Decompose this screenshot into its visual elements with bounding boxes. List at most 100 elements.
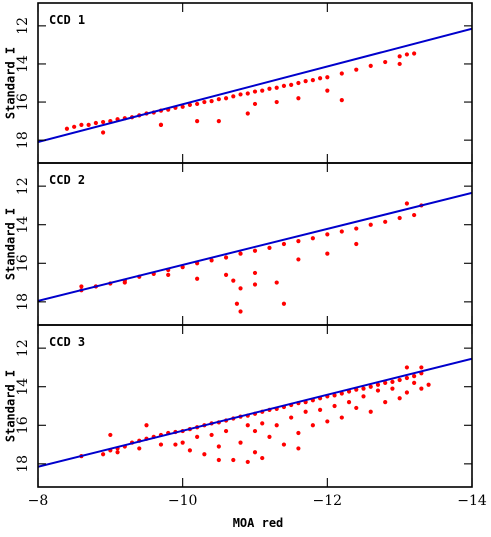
data-point <box>101 452 106 457</box>
y-tick-label: 16 <box>15 254 31 272</box>
data-point <box>274 423 279 428</box>
data-point <box>216 457 221 463</box>
data-point <box>281 442 287 447</box>
data-point <box>267 245 272 250</box>
data-point <box>260 88 265 93</box>
data-point <box>202 99 207 105</box>
data-point <box>296 96 301 101</box>
data-point <box>158 442 164 447</box>
data-point <box>412 51 417 56</box>
data-point <box>303 78 308 84</box>
x-tick-label: −12 <box>313 493 343 509</box>
data-point <box>252 270 258 276</box>
panel-title: CCD 1 <box>49 13 85 27</box>
data-point <box>115 450 120 455</box>
data-point <box>397 61 402 67</box>
data-point <box>245 91 250 96</box>
data-point <box>245 423 250 428</box>
y-tick-label: 18 <box>15 455 31 473</box>
data-point <box>137 446 142 451</box>
data-point <box>245 459 250 465</box>
data-points <box>79 365 431 465</box>
fit-line <box>38 357 472 468</box>
data-point <box>281 301 287 306</box>
data-point <box>368 222 373 227</box>
data-point <box>397 54 402 59</box>
data-point <box>397 215 402 221</box>
data-point <box>231 94 236 99</box>
panel-ccd-3: 12 14 16 18 −8 −10 −12 −14 CCD 3 Standard I <box>4 324 487 509</box>
data-point <box>339 229 344 234</box>
data-point <box>325 251 330 256</box>
panel-ccd-1: 12 14 16 18 CCD 1 Standard I <box>4 2 473 164</box>
y-tick-label: 14 <box>15 378 31 396</box>
data-point <box>397 377 402 383</box>
data-point <box>354 405 359 411</box>
data-point <box>195 118 200 124</box>
panel-title: CCD 2 <box>49 173 85 187</box>
data-point <box>383 400 388 405</box>
data-point <box>397 396 402 401</box>
data-point <box>158 122 164 128</box>
data-points <box>64 51 417 135</box>
data-point <box>404 52 409 57</box>
data-point <box>93 120 98 126</box>
data-point <box>209 432 214 438</box>
data-point <box>325 232 330 237</box>
y-axis-label: Standard I <box>4 47 18 119</box>
data-point <box>101 130 106 135</box>
x-tick-label: −10 <box>168 493 198 509</box>
data-point <box>267 86 272 91</box>
data-point <box>260 421 265 426</box>
data-point <box>144 423 149 428</box>
data-point <box>310 236 315 241</box>
data-point <box>390 379 395 384</box>
data-point <box>281 83 287 88</box>
data-point <box>419 386 424 391</box>
data-point <box>339 98 344 103</box>
data-point <box>361 386 366 391</box>
y-axis-label: Standard I <box>4 370 18 442</box>
data-point <box>274 85 279 90</box>
data-point <box>404 365 409 370</box>
data-point <box>310 78 315 83</box>
data-point <box>252 428 258 434</box>
data-point <box>195 434 200 439</box>
data-point <box>354 226 359 231</box>
data-point <box>187 102 192 108</box>
data-point <box>108 432 113 438</box>
data-point <box>238 286 243 291</box>
data-point <box>238 440 243 445</box>
panel-ccd-2: 12 14 16 18 CCD 2 Standard I <box>4 162 473 326</box>
fit-line <box>38 191 472 302</box>
data-point <box>404 375 409 381</box>
data-point <box>325 419 330 424</box>
data-point <box>310 423 315 428</box>
data-point <box>419 365 424 370</box>
data-point <box>426 382 431 387</box>
data-point <box>101 119 106 125</box>
y-tick-label: 18 <box>15 131 31 149</box>
data-point <box>216 118 221 124</box>
data-point <box>223 255 229 260</box>
data-point <box>209 258 214 263</box>
data-point <box>180 440 185 445</box>
data-point <box>354 67 359 72</box>
data-point <box>383 59 388 65</box>
data-point <box>296 80 301 86</box>
data-point <box>173 442 178 447</box>
data-point <box>252 89 258 94</box>
data-point <box>325 75 330 80</box>
data-point <box>332 393 337 398</box>
data-point <box>412 380 417 385</box>
data-point <box>223 272 229 277</box>
data-point <box>274 99 279 105</box>
data-point <box>245 111 250 116</box>
panel-frame <box>37 162 473 326</box>
data-point <box>166 272 171 277</box>
panel-frame <box>37 324 473 488</box>
data-point <box>79 122 84 128</box>
data-point <box>296 257 301 262</box>
y-tick-label: 14 <box>15 216 31 234</box>
